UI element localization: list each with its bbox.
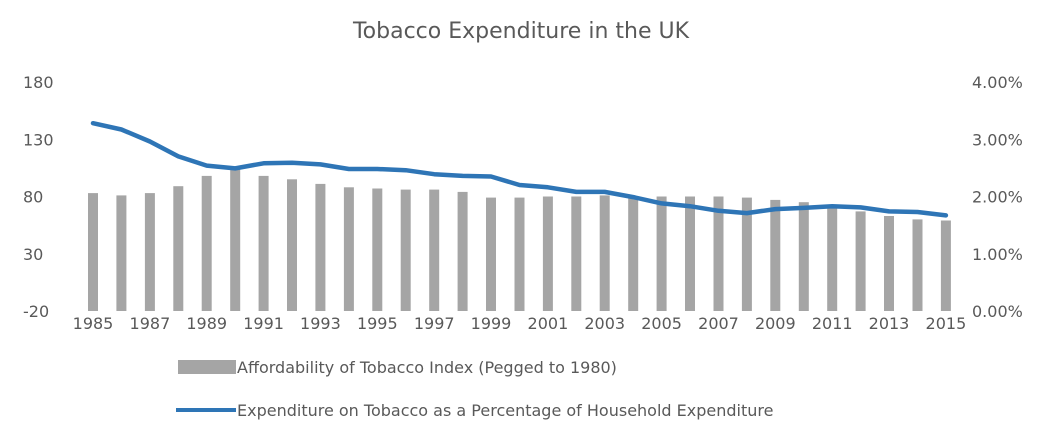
bar-1994 xyxy=(343,187,354,311)
bar-2002 xyxy=(571,196,582,311)
line-series xyxy=(90,120,949,218)
x-tick-label: 1995 xyxy=(357,314,398,333)
bar-series xyxy=(88,169,951,311)
bar-2015 xyxy=(940,220,951,311)
bar-1988 xyxy=(173,186,184,311)
left-y-tick-label: 130 xyxy=(23,130,54,149)
x-axis: 1985 1987 1989 1991 1993 1995 1997 1999 2001 2003… xyxy=(73,314,967,333)
bar-1999 xyxy=(486,197,496,311)
chart-title: Tobacco Expenditure in the UK xyxy=(352,19,690,44)
legend-bar-label: Affordability of Tobacco Index (Pegged t… xyxy=(237,358,617,377)
bar-1990 xyxy=(230,169,241,311)
bar-2011 xyxy=(827,207,838,311)
bar-2001 xyxy=(542,196,553,311)
x-tick-label: 1999 xyxy=(471,314,512,333)
right-y-tick-label: 4.00% xyxy=(972,73,1023,92)
legend: Affordability of Tobacco Index (Pegged t… xyxy=(176,358,773,420)
bar-1992 xyxy=(287,179,297,311)
x-tick-label: 2001 xyxy=(528,314,569,333)
bar-2006 xyxy=(685,196,695,311)
x-tick-label: 1985 xyxy=(73,314,114,333)
x-tick-label: 1989 xyxy=(186,314,227,333)
right-y-tick-label: 0.00% xyxy=(972,302,1023,321)
x-tick-label: 2003 xyxy=(584,314,625,333)
bar-1995 xyxy=(372,188,383,311)
bar-1997 xyxy=(429,189,440,311)
bar-2009 xyxy=(770,199,781,311)
bar-2013 xyxy=(884,216,894,311)
x-tick-label: 2013 xyxy=(869,314,910,333)
x-tick-label: 2007 xyxy=(698,314,739,333)
bar-1985 xyxy=(88,193,98,311)
left-y-tick-label: 30 xyxy=(23,245,43,264)
bar-2004 xyxy=(628,197,639,311)
right-y-tick-label: 2.00% xyxy=(972,188,1023,207)
bar-2008 xyxy=(741,197,752,311)
x-tick-label: 2005 xyxy=(641,314,682,333)
right-y-tick-label: 3.00% xyxy=(972,130,1023,149)
right-y-tick-label: 1.00% xyxy=(972,245,1023,264)
bar-1989 xyxy=(201,175,212,311)
bar-1993 xyxy=(315,183,326,311)
x-tick-label: 2015 xyxy=(926,314,967,333)
x-tick-label: 1993 xyxy=(300,314,341,333)
left-y-tick-label: 180 xyxy=(23,73,54,92)
bar-2014 xyxy=(912,219,923,311)
x-tick-label: 2009 xyxy=(755,314,796,333)
legend-bar-swatch xyxy=(178,360,236,374)
legend-line-label: Expenditure on Tobacco as a Percentage o… xyxy=(237,401,773,420)
left-y-tick-label: 80 xyxy=(23,188,43,207)
left-y-axis: 180 130 80 30 -20 xyxy=(23,73,54,321)
bar-1996 xyxy=(400,189,411,311)
bar-1991 xyxy=(258,175,269,311)
bar-1987 xyxy=(144,193,155,311)
bar-1998 xyxy=(457,191,468,311)
bar-2000 xyxy=(514,197,525,311)
bar-2012 xyxy=(855,211,866,311)
bar-2010 xyxy=(798,202,809,311)
left-y-tick-label: -20 xyxy=(23,302,49,321)
bar-2005 xyxy=(656,196,667,311)
x-tick-label: 1987 xyxy=(130,314,171,333)
bar-2003 xyxy=(599,195,610,311)
bar-2007 xyxy=(713,196,724,311)
bar-1986 xyxy=(116,195,127,311)
x-tick-label: 1997 xyxy=(414,314,455,333)
right-y-axis: 4.00% 3.00% 2.00% 1.00% 0.00% xyxy=(972,73,1023,321)
x-tick-label: 2011 xyxy=(812,314,853,333)
x-tick-label: 1991 xyxy=(243,314,284,333)
